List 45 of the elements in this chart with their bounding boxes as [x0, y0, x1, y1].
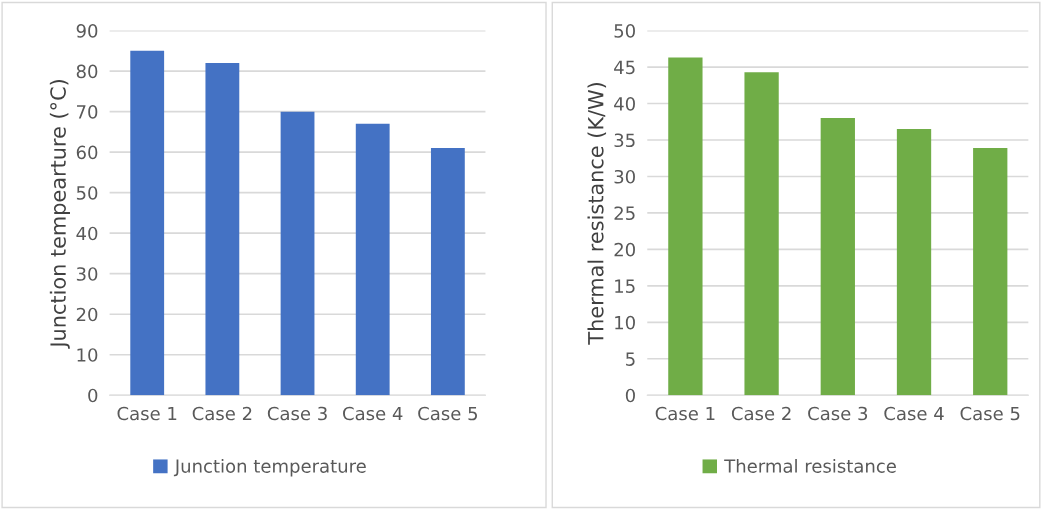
y-tick-label: 10: [615, 315, 635, 330]
bar: [668, 57, 703, 396]
y-tick-label: 25: [614, 206, 635, 221]
bar: [280, 111, 315, 396]
y-tick-label: 40: [614, 96, 635, 111]
y-tick-label: 20: [76, 307, 98, 322]
y-axis-title: Junction tempearture (°C): [49, 80, 70, 349]
y-tick-label: 80: [76, 64, 98, 79]
y-tick-label: 0: [88, 388, 98, 403]
x-tick-label: Case 4: [343, 406, 403, 421]
x-tick-label: Case 2: [192, 406, 252, 421]
bar: [355, 123, 390, 396]
x-tick-label: Case 5: [960, 406, 1020, 421]
x-tick-label: Case 3: [808, 406, 868, 421]
legend-label: Junction temperature: [173, 458, 366, 477]
bar: [744, 72, 779, 396]
y-tick-label: 45: [614, 60, 635, 75]
y-tick-label: 40: [76, 226, 98, 241]
y-tick-label: 0: [625, 388, 635, 403]
y-tick-label: 35: [614, 133, 635, 148]
legend-label: Thermal resistance: [724, 458, 896, 473]
bar: [430, 148, 465, 396]
x-tick-label: Case 3: [267, 406, 327, 421]
y-axis-title: Thermal resistance (K/W): [587, 83, 607, 345]
x-tick-label: Case 1: [655, 406, 715, 421]
bar: [130, 50, 165, 396]
bar: [896, 129, 932, 396]
x-tick-label: Case 2: [731, 406, 791, 421]
x-tick-label: Case 5: [418, 406, 478, 421]
x-tick-label: Case 4: [884, 406, 944, 421]
y-tick-label: 5: [626, 352, 635, 366]
y-tick-label: 20: [614, 242, 635, 257]
bar: [973, 148, 1008, 396]
y-tick-label: 90: [76, 24, 98, 38]
y-tick-label: 60: [76, 145, 98, 160]
y-tick-label: 50: [614, 24, 635, 38]
y-tick-label: 70: [77, 105, 98, 119]
y-tick-label: 30: [76, 267, 98, 281]
y-tick-label: 10: [77, 348, 98, 362]
x-tick-label: Case 1: [117, 406, 177, 421]
y-tick-label: 30: [614, 169, 635, 184]
bar: [820, 118, 855, 396]
bar: [205, 63, 240, 396]
y-tick-label: 15: [615, 279, 635, 293]
y-tick-label: 50: [76, 186, 98, 200]
